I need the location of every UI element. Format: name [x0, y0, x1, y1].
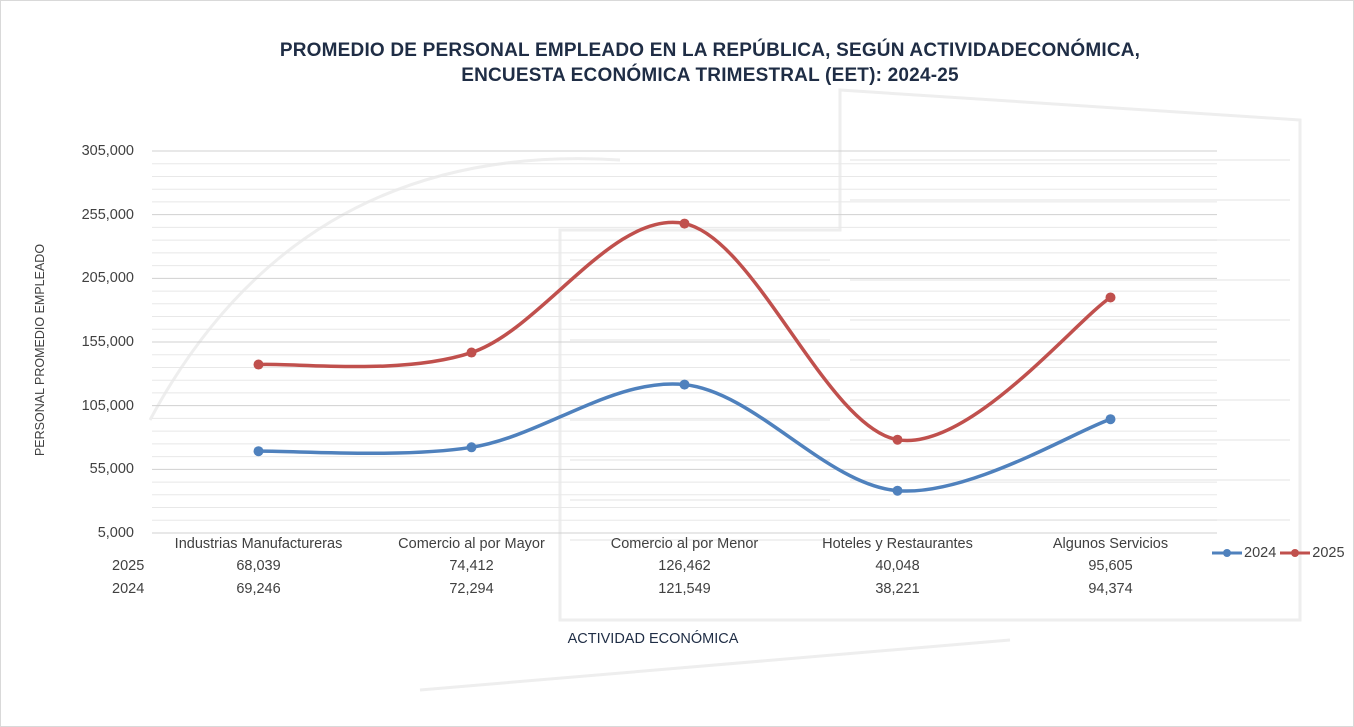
- data-point-2024[interactable]: [892, 485, 903, 496]
- data-point-2025[interactable]: [466, 347, 477, 358]
- legend-label: 2025: [1312, 545, 1345, 561]
- series-lines: [256, 220, 1113, 493]
- legend-item-2025[interactable]: 2025: [1280, 545, 1345, 561]
- data-table-cell: 40,048: [875, 558, 920, 574]
- data-table-cell: 38,221: [875, 581, 920, 597]
- legend-line-marker-icon: [1212, 549, 1242, 557]
- data-table-cell: 95,605: [1088, 558, 1133, 574]
- series-line-2025[interactable]: [256, 220, 1113, 443]
- data-point-2025[interactable]: [892, 434, 903, 445]
- series-line-2024[interactable]: [256, 382, 1113, 493]
- data-table-row-label: 2025: [112, 558, 145, 574]
- x-category-label: Industrias Manufactureras: [174, 536, 343, 552]
- data-table-cell: 121,549: [658, 581, 711, 597]
- x-category-label: Algunos Servicios: [1052, 536, 1169, 552]
- data-table-cell: 126,462: [658, 558, 711, 574]
- data-table-cell: 74,412: [449, 558, 494, 574]
- data-point-2024[interactable]: [466, 442, 477, 453]
- data-point-2024[interactable]: [253, 446, 264, 457]
- gridlines: [152, 150, 1217, 534]
- legend-label: 2024: [1244, 545, 1277, 561]
- data-point-2025[interactable]: [1105, 292, 1116, 303]
- legend: 2024 2025: [1212, 545, 1345, 561]
- chart-title-line-2: ENCUESTA ECONÓMICA TRIMESTRAL (EET): 202…: [461, 65, 959, 86]
- x-category-label: Comercio al por Menor: [610, 536, 759, 552]
- data-table-cell: 68,039: [236, 558, 281, 574]
- y-tick-label: 55,000: [89, 461, 134, 478]
- legend-line-marker-icon: [1280, 549, 1311, 557]
- y-tick-label: 205,000: [81, 270, 134, 287]
- y-tick-label: 255,000: [81, 206, 134, 223]
- data-point-2025[interactable]: [253, 359, 264, 370]
- data-table-cell: 69,246: [236, 581, 281, 597]
- y-tick-label: 305,000: [81, 143, 134, 159]
- data-table-row-label: 2024: [112, 581, 145, 597]
- y-tick-label: 155,000: [81, 334, 134, 350]
- data-point-2024[interactable]: [1105, 414, 1116, 425]
- x-category-label: Comercio al por Mayor: [398, 536, 545, 552]
- series-markers: [253, 218, 1116, 496]
- data-table-cell: 94,374: [1088, 581, 1133, 597]
- y-tick-label: 105,000: [81, 397, 134, 414]
- chart-title: PROMEDIO DE PERSONAL EMPLEADO EN LA REPÚ…: [0, 38, 1354, 88]
- data-point-2024[interactable]: [679, 379, 690, 390]
- data-table-cell: 72,294: [449, 581, 494, 597]
- x-category-label: Hoteles y Restaurantes: [822, 536, 973, 552]
- chart-title-line-1: PROMEDIO DE PERSONAL EMPLEADO EN LA REPÚ…: [279, 40, 1141, 61]
- x-axis-title: ACTIVIDAD ECONÓMICA: [567, 631, 739, 647]
- legend-item-2024[interactable]: 2024: [1212, 545, 1276, 561]
- y-tick-label: 5,000: [97, 525, 134, 541]
- data-point-2025[interactable]: [679, 218, 690, 229]
